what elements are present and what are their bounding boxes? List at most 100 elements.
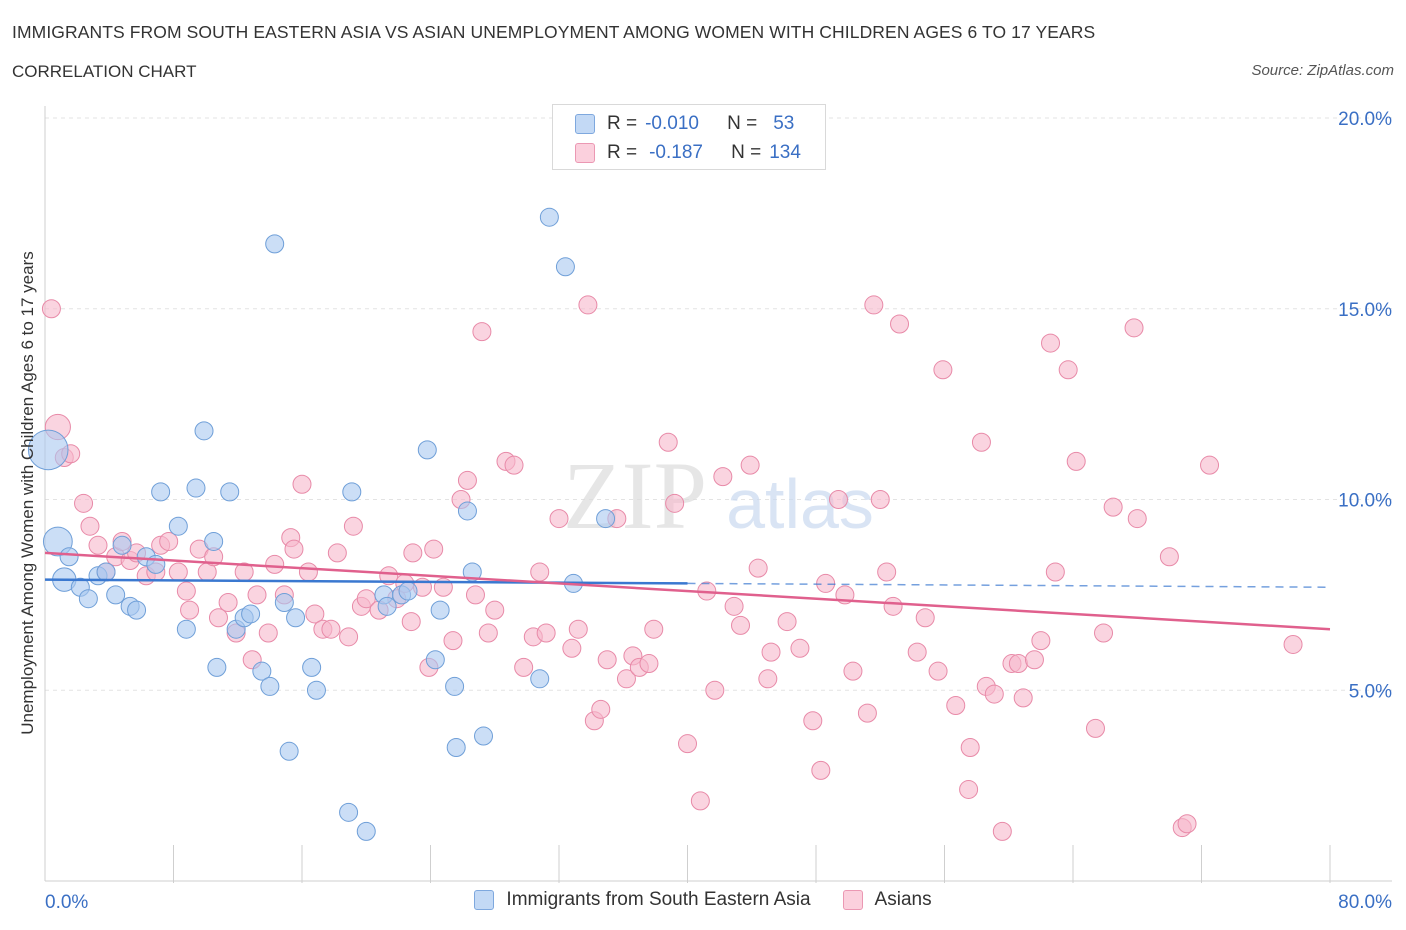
asians-point [457, 470, 477, 490]
asians-point [1085, 718, 1105, 738]
asians-trend-line [44, 551, 1331, 631]
immigrants-point [356, 821, 376, 841]
trend-lines [44, 551, 1331, 631]
legend-swatch-pink [842, 890, 863, 910]
legend-swatch-pink [575, 143, 595, 163]
grid-lines [45, 117, 1392, 691]
immigrants-point [220, 482, 240, 502]
asians-point [403, 543, 423, 563]
immigrants-point [530, 669, 550, 689]
asians-point [971, 432, 991, 452]
immigrants-trend-line [44, 578, 688, 585]
immigrants-point [302, 657, 322, 677]
asians-point [665, 493, 685, 513]
asians-point [811, 760, 831, 780]
asians-point [1103, 497, 1123, 517]
asians-point [284, 539, 304, 559]
asians-point [41, 299, 61, 319]
asians-point [890, 314, 910, 334]
asians-point [678, 734, 697, 754]
immigrants-point [342, 482, 362, 502]
asians-point [907, 642, 927, 662]
immigrants-point [306, 680, 326, 700]
immigrants-point [265, 234, 285, 254]
stats-legend: R = -0.010 N = 53 R = -0.187 N = 134 [552, 104, 826, 170]
legend-item-immigrants: Immigrants from South Eastern Asia [474, 889, 811, 911]
series-legend: Immigrants from South Eastern Asia Asian… [0, 889, 1406, 911]
asians-point [928, 661, 948, 681]
asians-point [1177, 814, 1197, 834]
legend-label: Asians [874, 889, 932, 910]
y-tick-label: 15.0% [1338, 300, 1392, 321]
asians-point [485, 600, 505, 620]
y-tick-label: 10.0% [1338, 491, 1392, 512]
immigrants-point [446, 737, 466, 757]
immigrants-point [339, 802, 359, 822]
asians-point [959, 779, 979, 799]
asians-point [761, 642, 781, 662]
asians-point [247, 585, 267, 605]
asians-point [639, 654, 659, 674]
watermark-atlas: atlas [726, 465, 874, 543]
asians-point [88, 535, 108, 555]
asians-point [424, 539, 444, 559]
asians-point [915, 608, 935, 628]
asians-point [857, 703, 877, 723]
immigrants-point [445, 676, 465, 696]
asians-point [1124, 318, 1144, 338]
asians-point [713, 467, 733, 487]
asians-point [568, 619, 588, 639]
asians-point [828, 490, 848, 509]
asians-point [705, 680, 725, 700]
immigrants-point [151, 482, 171, 502]
asians-point [292, 474, 312, 494]
immigrants-point [241, 604, 261, 624]
asians-point [790, 638, 810, 658]
immigrants-point [204, 531, 224, 551]
immigrants-point [398, 581, 418, 601]
asians-point [803, 711, 823, 731]
y-axis-label: Unemployment Among Women with Children A… [18, 251, 37, 735]
asians-point [339, 627, 359, 647]
immigrants-point [457, 501, 477, 521]
asians-point [984, 684, 1004, 704]
x-tick-label: 0.0% [45, 892, 88, 913]
asians-point [218, 593, 238, 613]
asians-point [1031, 631, 1051, 651]
chart-title: IMMIGRANTS FROM SOUTH EASTERN ASIA VS AS… [12, 22, 1096, 42]
asians-point [816, 573, 836, 593]
immigrants-point [127, 600, 147, 620]
asians-point [321, 619, 341, 639]
asians-point [724, 596, 744, 616]
asians-point [1066, 451, 1086, 471]
asians-point [1013, 688, 1033, 708]
asians-point [74, 493, 94, 513]
legend-label: Immigrants from South Eastern Asia [506, 889, 811, 910]
immigrants-point [59, 547, 79, 567]
immigrants-point [27, 429, 69, 471]
asians-point [536, 623, 556, 643]
asians-point [465, 585, 485, 605]
asians-point [883, 596, 903, 616]
asians-point [777, 612, 797, 632]
immigrants-point [78, 589, 98, 609]
immigrants-point [286, 608, 306, 628]
asians-point [843, 661, 863, 681]
asians-point [298, 562, 318, 582]
asians-point [1094, 623, 1114, 643]
legend-swatch-blue [474, 890, 495, 910]
tick-labels: 5.0% 10.0% 15.0% 20.0% 0.0% 80.0% [45, 109, 1392, 913]
immigrants-points [27, 207, 616, 841]
asians-point [591, 699, 611, 719]
asians-point [401, 612, 421, 632]
y-tick-label: 20.0% [1338, 109, 1392, 130]
asians-point [562, 638, 582, 658]
immigrants-point [425, 650, 445, 670]
n-value: 53 [773, 113, 795, 134]
asians-point [864, 295, 884, 315]
immigrants-point [279, 741, 299, 761]
immigrants-trend-extension [687, 582, 1331, 588]
y-tick-label: 5.0% [1349, 681, 1392, 702]
asians-point [549, 509, 569, 529]
asians-point [1045, 562, 1065, 582]
